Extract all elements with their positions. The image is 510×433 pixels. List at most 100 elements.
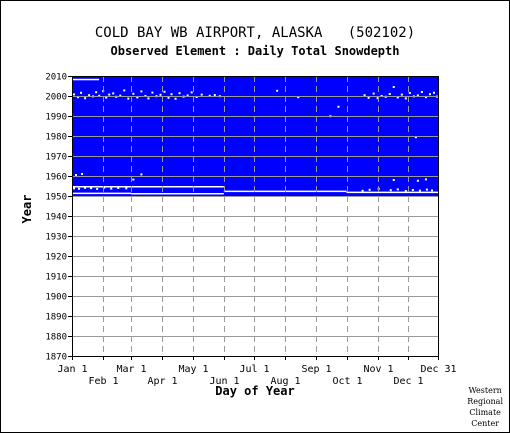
y-tick-label: 1980 bbox=[45, 133, 67, 143]
missing-point bbox=[95, 91, 98, 94]
missing-point bbox=[170, 93, 173, 96]
missing-point bbox=[404, 97, 407, 100]
missing-point bbox=[432, 91, 435, 94]
missing-point bbox=[424, 96, 427, 99]
x-tick-label: Dec 1 bbox=[393, 376, 423, 387]
missing-gap bbox=[131, 186, 224, 188]
missing-point bbox=[132, 92, 135, 95]
missing-point bbox=[151, 91, 154, 94]
x-tick-label: Aug 1 bbox=[270, 376, 300, 387]
missing-point bbox=[389, 189, 392, 192]
missing-point bbox=[110, 187, 113, 190]
missing-point bbox=[297, 96, 300, 99]
missing-point bbox=[136, 96, 139, 99]
missing-point bbox=[90, 187, 93, 190]
missing-point bbox=[418, 189, 421, 192]
missing-point bbox=[367, 96, 370, 99]
missing-point bbox=[117, 187, 120, 189]
missing-point bbox=[392, 86, 395, 88]
missing-point bbox=[372, 92, 375, 95]
missing-point bbox=[411, 189, 414, 191]
y-tick-label: 2010 bbox=[45, 73, 67, 83]
grid-layer bbox=[72, 76, 438, 356]
y-tick-label: 1930 bbox=[45, 233, 67, 243]
missing-gap bbox=[72, 78, 100, 81]
missing-point bbox=[430, 189, 433, 192]
missing-point bbox=[96, 188, 99, 190]
missing-point bbox=[73, 187, 76, 190]
y-tick-label: 1910 bbox=[45, 273, 67, 283]
missing-gap bbox=[346, 191, 438, 194]
missing-point bbox=[123, 89, 126, 92]
missing-point bbox=[88, 94, 91, 97]
missing-point bbox=[337, 105, 340, 108]
credit-line: Center bbox=[471, 419, 500, 428]
missing-point bbox=[425, 188, 428, 191]
missing-point bbox=[186, 94, 189, 97]
missing-point bbox=[396, 188, 399, 191]
missing-point bbox=[159, 93, 162, 96]
missing-point bbox=[108, 93, 111, 96]
y-axis-ticks: 1870 1880 1890 1900 1910 1920 1930 1940 1950 1960… bbox=[45, 73, 72, 363]
missing-point bbox=[163, 90, 166, 93]
y-tick-label: 2000 bbox=[45, 93, 67, 103]
missing-gap bbox=[131, 193, 224, 195]
missing-point bbox=[73, 93, 76, 96]
x-axis-ticks: Jan 1 Mar 1 May 1 Jul 1 Sep 1 Nov 1 Dec 31 Feb … bbox=[57, 356, 457, 387]
y-tick-label: 1870 bbox=[45, 353, 67, 363]
missing-point bbox=[388, 93, 391, 95]
x-tick-label: Nov 1 bbox=[363, 364, 393, 375]
x-tick-label: Dec 31 bbox=[420, 364, 456, 375]
missing-point bbox=[208, 94, 211, 97]
missing-point bbox=[147, 97, 150, 100]
chart-subtitle: Observed Element : Daily Total Snowdepth bbox=[110, 44, 400, 58]
missing-point bbox=[420, 91, 423, 93]
x-tick-label: Jan 1 bbox=[57, 364, 87, 375]
y-tick-label: 1920 bbox=[45, 253, 67, 263]
missing-point bbox=[75, 174, 78, 176]
x-tick-label: Oct 1 bbox=[332, 376, 362, 387]
missing-point bbox=[392, 179, 395, 181]
missing-point bbox=[167, 96, 170, 99]
missing-point bbox=[396, 96, 399, 99]
missing-point bbox=[174, 97, 177, 100]
y-tick-label: 1940 bbox=[45, 213, 67, 223]
x-axis-label: Day of Year bbox=[215, 384, 294, 398]
y-tick-label: 1890 bbox=[45, 313, 67, 323]
y-tick-label: 1900 bbox=[45, 293, 67, 303]
missing-point bbox=[190, 91, 193, 94]
missing-point bbox=[363, 94, 366, 97]
plot-border bbox=[72, 76, 439, 357]
x-tick-label: Mar 1 bbox=[116, 364, 146, 375]
x-tick-label: Feb 1 bbox=[88, 376, 118, 387]
missing-point bbox=[105, 96, 108, 99]
missing-point bbox=[98, 94, 101, 97]
credit-line: Climate bbox=[469, 408, 501, 417]
x-tick-label: May 1 bbox=[178, 364, 208, 375]
missing-point bbox=[376, 97, 379, 100]
missing-point bbox=[84, 186, 87, 189]
credit-line: Regional bbox=[467, 397, 503, 406]
missing-point bbox=[119, 94, 122, 97]
missing-point bbox=[84, 97, 87, 100]
x-tick-label: Jul 1 bbox=[239, 364, 269, 375]
y-tick-label: 1990 bbox=[45, 113, 67, 123]
missing-point bbox=[414, 136, 417, 139]
chart-title: COLD BAY WB AIRPORT, ALASKA (502102) bbox=[94, 25, 416, 41]
x-tick-label: Sep 1 bbox=[301, 364, 331, 375]
missing-point bbox=[200, 93, 203, 96]
missing-point bbox=[178, 92, 181, 95]
missing-point bbox=[112, 92, 115, 95]
x-tick-label: Jun 1 bbox=[209, 376, 239, 387]
missing-point bbox=[213, 94, 216, 96]
missing-point bbox=[77, 96, 80, 99]
missing-point bbox=[368, 188, 371, 191]
y-tick-label: 1950 bbox=[45, 193, 67, 203]
credit-line: Western bbox=[468, 386, 502, 395]
x-tick-label: Apr 1 bbox=[147, 376, 177, 387]
missing-point bbox=[361, 189, 364, 192]
y-axis-label: Year bbox=[20, 195, 34, 224]
missing-gap bbox=[72, 186, 132, 188]
